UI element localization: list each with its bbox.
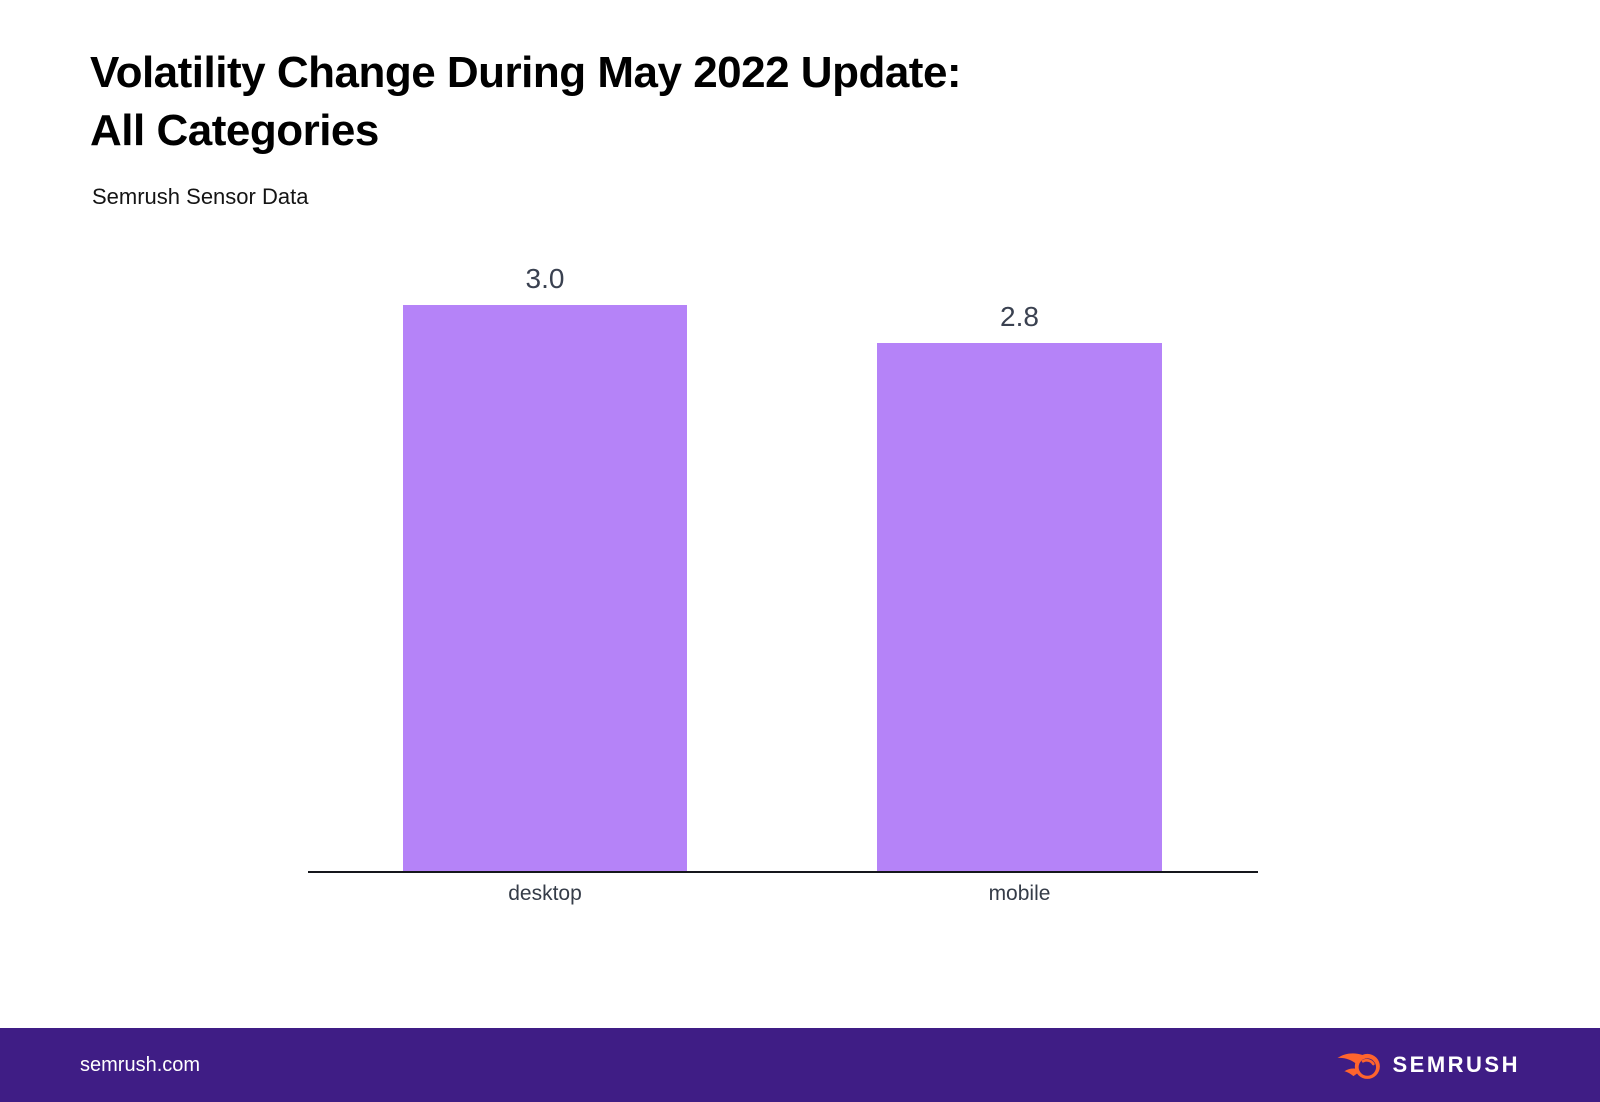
x-axis-label-mobile: mobile — [988, 882, 1051, 905]
semrush-logo: SEMRUSH — [1336, 1049, 1520, 1081]
footer: semrush.com SEMRUSH — [0, 1028, 1600, 1102]
chart-title-line1: Volatility Change During May 2022 Update… — [90, 48, 962, 97]
bar-value-desktop: 3.0 — [525, 263, 565, 294]
chart-title-line2: All Categories — [90, 106, 379, 155]
semrush-logotype: SEMRUSH — [1392, 1052, 1520, 1077]
x-axis-label-desktop: desktop — [508, 882, 582, 905]
chart-subtitle: Semrush Sensor Data — [92, 184, 309, 209]
x-axis-line — [308, 871, 1258, 873]
bar-chart: 3.0 2.8 desktop mobile — [308, 263, 1258, 905]
footer-site-url: semrush.com — [80, 1053, 201, 1076]
semrush-comet-icon — [1336, 1049, 1382, 1081]
chart-title: Volatility Change During May 2022 Update… — [90, 44, 962, 160]
bar-mobile — [877, 343, 1162, 872]
bar-value-mobile: 2.8 — [1000, 301, 1039, 332]
bar-group-desktop: 3.0 — [403, 263, 687, 872]
bar-group-mobile: 2.8 — [877, 301, 1162, 872]
bar-desktop — [403, 305, 687, 872]
